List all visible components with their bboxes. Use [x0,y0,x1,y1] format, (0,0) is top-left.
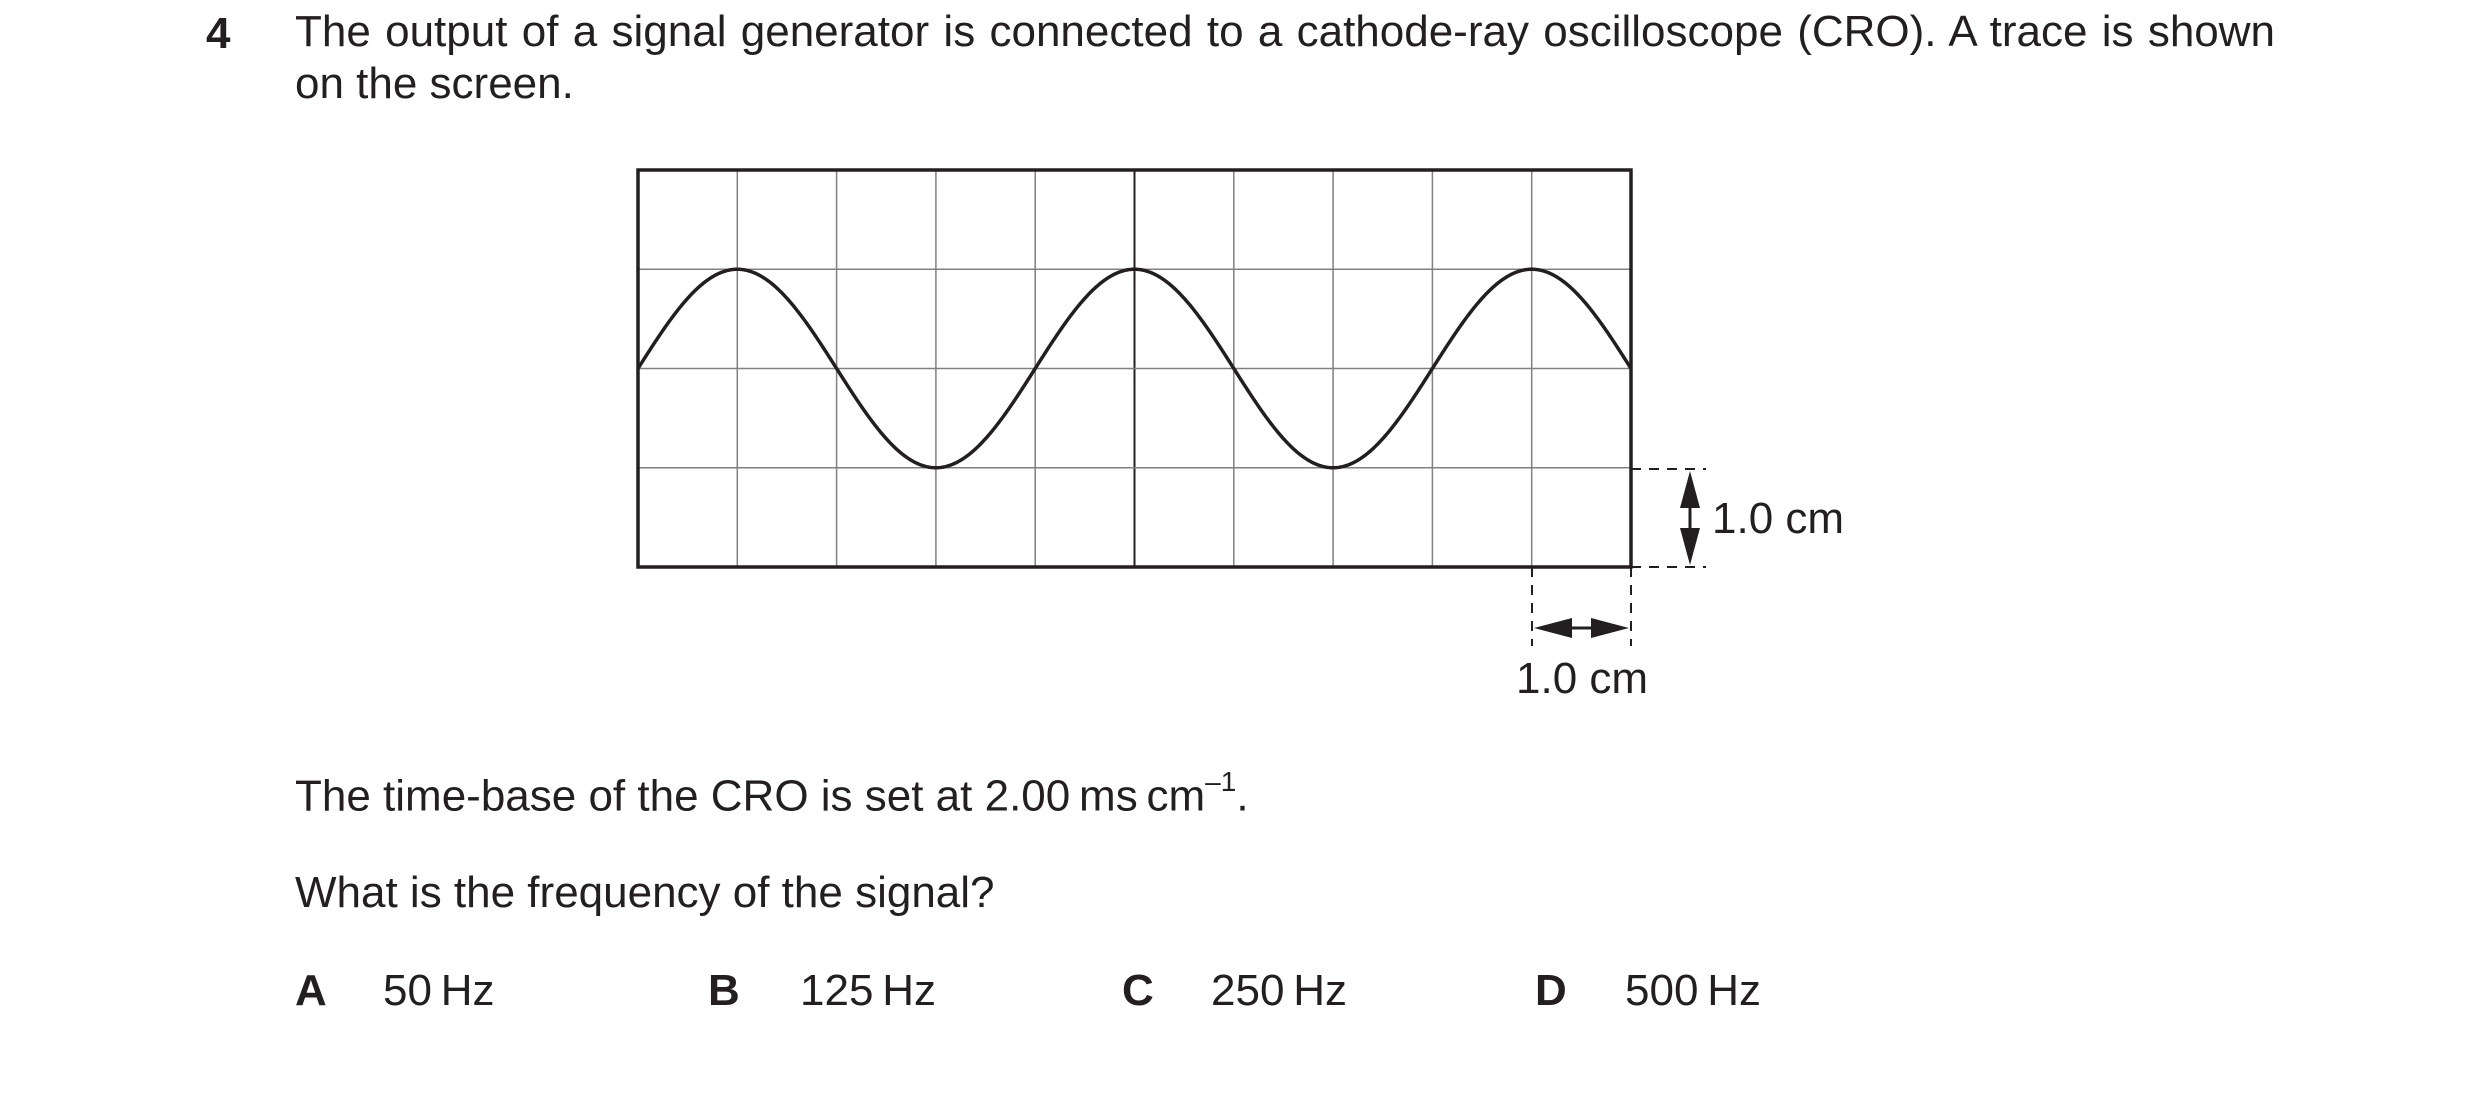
question-stem: The output of a signal generator is conn… [295,7,2275,108]
option-d-letter: D [1535,966,1567,1015]
right-arrow-icon [1591,618,1629,638]
left-arrow-icon [1534,618,1572,638]
option-c-letter: C [1122,966,1154,1015]
timebase-text: The time-base of the CRO is set at 2.00 … [295,771,1206,821]
cro-grid [638,170,1631,567]
sine-wave-trace [636,267,1633,470]
up-arrow-icon [1680,471,1700,508]
question-number: 4 [206,9,231,58]
timebase-statement: The time-base of the CRO is set at 2.00 … [295,758,1249,825]
timebase-exponent: –1 [1205,766,1237,797]
horizontal-scale-label: 1.0 cm [1516,654,1648,703]
option-a-letter: A [295,966,327,1015]
question-prompt: What is the frequency of the signal? [295,868,995,917]
down-arrow-icon [1680,528,1700,565]
option-b-letter: B [708,966,740,1015]
option-a-text: 50 Hz [383,966,495,1015]
cro-screen-figure: 1.0 cm 1.0 cm [636,168,1844,703]
timebase-suffix: . [1236,771,1249,821]
option-d-text: 500 Hz [1625,966,1761,1015]
option-c-text: 250 Hz [1211,966,1347,1015]
vertical-scale-indicator [1631,468,1706,568]
cro-screen-border [636,168,1633,569]
option-b-text: 125 Hz [800,966,936,1015]
vertical-scale-label: 1.0 cm [1712,494,1844,543]
horizontal-scale-indicator [1531,567,1632,646]
